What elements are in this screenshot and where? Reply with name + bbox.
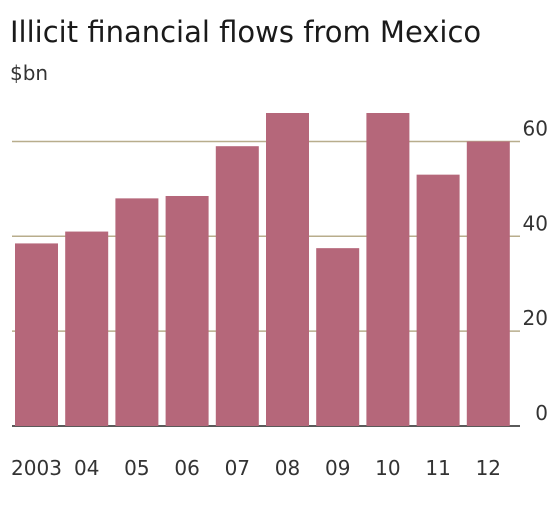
x-tick-label: 05 [124,456,149,480]
x-axis-ticks: 2003 04 05 06 07 08 09 10 11 12 [11,456,501,480]
x-tick-label: 08 [275,456,300,480]
x-tick-label: 12 [476,456,501,480]
bar-06 [165,195,209,426]
x-tick-label: 06 [174,456,199,480]
x-tick-label: 04 [74,456,99,480]
y-tick-label: 60 [523,116,548,140]
x-tick-label: 10 [375,456,400,480]
y-tick-label: 0 [535,401,548,425]
chart-title: Illicit financial flows from Mexico [10,15,481,49]
y-tick-label: 20 [523,306,548,330]
y-tick-label: 40 [523,211,548,235]
bar-09 [316,248,360,426]
y-axis-ticks: 0 20 40 60 [523,116,548,425]
bar-10 [366,113,410,426]
x-tick-label: 07 [225,456,250,480]
bar-04 [65,231,109,426]
bar-05 [115,198,159,426]
bar-12 [466,141,510,427]
unit-label: $bn [10,61,48,85]
bar-08 [266,113,309,426]
x-tick-label: 11 [425,456,450,480]
x-tick-label: 09 [325,456,350,480]
x-tick-label: 2003 [11,456,62,480]
bar-2003 [15,243,58,426]
bar-11 [416,174,460,426]
bar-07 [215,146,259,427]
bars [15,113,510,427]
